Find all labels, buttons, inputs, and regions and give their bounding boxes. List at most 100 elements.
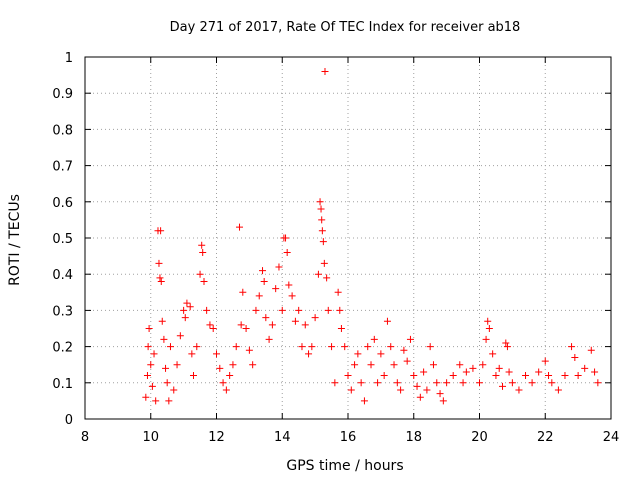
data-point: [367, 361, 375, 369]
data-point: [288, 292, 296, 300]
data-point: [334, 288, 342, 296]
data-point: [499, 382, 507, 390]
data-point: [181, 314, 189, 322]
data-point: [226, 372, 234, 380]
data-point: [374, 379, 382, 387]
data-point: [456, 361, 464, 369]
data-point: [397, 386, 405, 394]
data-point: [393, 379, 401, 387]
data-point: [259, 267, 267, 275]
data-point: [439, 397, 447, 405]
y-tick-label: 0.2: [52, 341, 73, 356]
data-point: [314, 270, 322, 278]
data-point: [574, 372, 582, 380]
data-point: [291, 317, 299, 325]
y-tick-label: 1: [65, 51, 73, 66]
data-point: [216, 364, 224, 372]
grid-lines: [85, 57, 611, 419]
data-point: [237, 321, 245, 329]
data-point: [545, 372, 553, 380]
data-point: [206, 321, 214, 329]
x-tick-label: 18: [405, 430, 422, 445]
data-point: [324, 306, 332, 314]
x-tick-label: 22: [537, 430, 554, 445]
data-point: [242, 325, 250, 332]
data-point: [199, 248, 207, 256]
data-point: [416, 393, 424, 401]
data-point: [319, 238, 327, 246]
data-point: [189, 372, 197, 380]
data-point: [476, 379, 483, 387]
data-point: [528, 379, 536, 387]
data-point: [311, 314, 319, 322]
data-point: [298, 343, 306, 351]
x-axis-label: GPS time / hours: [286, 458, 403, 474]
data-point: [265, 335, 273, 343]
data-point: [495, 364, 503, 372]
data-point: [152, 397, 160, 405]
data-point: [502, 339, 510, 347]
data-point: [321, 67, 329, 75]
data-point: [236, 223, 244, 231]
data-point: [420, 368, 428, 376]
data-point: [515, 386, 523, 394]
data-point: [426, 343, 434, 351]
data-point: [331, 379, 339, 387]
x-tick-label: 8: [81, 430, 89, 445]
data-point: [387, 343, 395, 351]
data-point: [449, 372, 457, 380]
chart-title: Day 271 of 2017, Rate Of TEC Index for r…: [170, 20, 521, 35]
data-point: [423, 386, 431, 394]
data-point: [377, 350, 385, 358]
x-tick-label: 10: [142, 430, 159, 445]
data-point: [591, 368, 599, 376]
data-point: [232, 343, 240, 351]
data-point: [160, 335, 168, 343]
data-point: [403, 357, 411, 365]
data-point: [295, 306, 303, 314]
data-point: [196, 270, 204, 278]
y-tick-label: 0.3: [52, 304, 73, 319]
data-point: [436, 390, 444, 398]
data-point: [357, 379, 365, 387]
data-point: [245, 346, 253, 354]
data-point: [282, 234, 290, 242]
data-point: [148, 382, 156, 390]
data-point: [262, 314, 270, 322]
x-tick-label: 24: [603, 430, 620, 445]
data-point: [147, 361, 155, 369]
data-point: [410, 372, 418, 380]
data-point: [156, 274, 164, 282]
data-point: [260, 277, 268, 285]
data-point: [198, 241, 206, 249]
data-points: [142, 67, 602, 405]
data-point: [522, 372, 530, 380]
data-point: [351, 361, 359, 369]
data-point: [429, 361, 437, 369]
data-point: [571, 353, 579, 361]
data-point: [492, 372, 500, 380]
data-point: [316, 198, 324, 206]
data-point: [505, 368, 513, 376]
data-point: [200, 277, 208, 285]
data-point: [157, 277, 165, 285]
data-point: [173, 361, 181, 369]
data-point: [249, 361, 257, 369]
data-point: [317, 205, 325, 213]
data-point: [433, 379, 441, 387]
data-point: [347, 386, 355, 394]
x-tick-labels: 8 10 12 14 16 18 20 22 24: [81, 430, 619, 445]
data-point: [561, 372, 569, 380]
data-point: [301, 321, 309, 329]
data-point: [469, 364, 477, 372]
data-point: [203, 306, 211, 314]
y-tick-label: 0.8: [52, 123, 73, 138]
data-point: [508, 379, 516, 387]
data-point: [594, 379, 602, 387]
data-point: [354, 350, 362, 358]
data-point: [180, 306, 188, 314]
x-tick-label: 20: [471, 430, 488, 445]
data-point: [166, 343, 174, 351]
y-tick-label: 0.6: [52, 196, 73, 211]
data-point: [489, 350, 497, 358]
